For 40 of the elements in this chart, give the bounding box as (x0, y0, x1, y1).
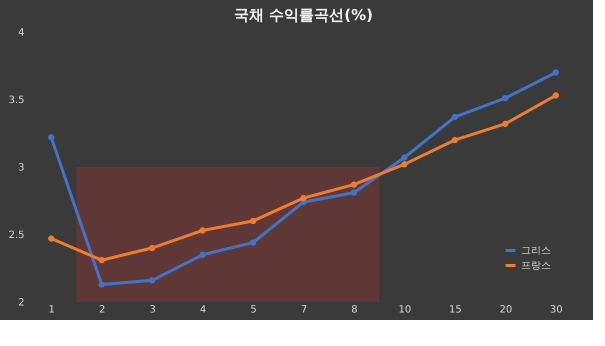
point (452, 136, 458, 144)
point (552, 92, 559, 99)
legend-label: 프랑스 (521, 260, 551, 272)
point (148, 244, 156, 252)
y-tick-label: 4 (18, 28, 24, 38)
point (48, 134, 54, 140)
y-tick-label: 2.5 (8, 230, 24, 241)
point (401, 161, 408, 168)
point (98, 281, 105, 288)
x-tick-label: 1 (48, 304, 55, 316)
point (199, 252, 206, 258)
x-tick-label: 30 (550, 304, 563, 316)
x-tick-label: 10 (398, 304, 412, 316)
point (502, 120, 508, 127)
x-tick-label: 15 (448, 304, 462, 316)
point (250, 239, 256, 246)
point (199, 227, 206, 234)
point (250, 218, 256, 224)
x-tick-label: 4 (200, 304, 206, 316)
legend-label: 그리스 (521, 246, 551, 256)
y-tick-label: 3 (18, 162, 24, 174)
x-tick-label: 2 (98, 304, 106, 316)
chart-title: 국채 수익률곡선(%) (234, 6, 373, 24)
y-tick-label: 3.5 (8, 95, 24, 106)
x-tick-label: 7 (300, 304, 308, 316)
point (502, 94, 508, 102)
point (401, 154, 408, 161)
x-tick-label: 3 (149, 304, 156, 316)
point (48, 235, 54, 242)
point (350, 181, 358, 188)
x-tick-label: 5 (250, 304, 257, 316)
x-tick-label: 8 (351, 304, 358, 316)
point (552, 69, 559, 76)
point (350, 189, 358, 196)
point (98, 256, 105, 264)
x-tick-label: 20 (499, 304, 512, 316)
y-tick-label: 2 (18, 298, 24, 308)
point (452, 114, 458, 120)
point (148, 277, 156, 284)
point (300, 194, 307, 202)
